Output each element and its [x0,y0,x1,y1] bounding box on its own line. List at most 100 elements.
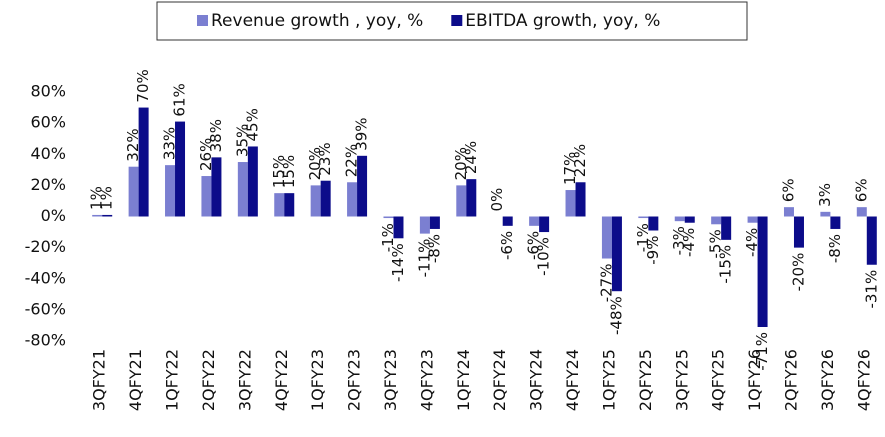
data-label: 45% [243,108,261,141]
bar [456,185,467,217]
y-tick-label: -20% [25,237,66,256]
bar [393,216,404,239]
bar [502,216,513,226]
y-tick-label: 0% [41,206,66,225]
data-label: -71% [753,332,771,371]
y-tick-label: -60% [25,299,66,318]
bar [820,211,831,217]
data-label: 1% [98,186,116,210]
bar [128,166,139,217]
bar [466,179,477,217]
data-label: -14% [389,243,407,282]
x-tick-label: 1QFY24 [454,349,473,411]
bar [175,121,186,217]
data-label: 38% [207,119,225,152]
x-tick-label: 4QFY25 [709,349,728,411]
bar [783,207,794,217]
bar [793,216,804,248]
x-tick-label: 3QFY22 [235,349,254,411]
x-tick-label: 2QFY22 [199,349,218,411]
bar [274,193,285,217]
bar [383,216,394,219]
bar [539,216,550,233]
bar [638,216,649,219]
data-label: -27% [597,264,615,303]
bar [856,207,867,217]
data-label: -31% [862,270,880,309]
bar [284,193,295,217]
x-tick-label: 2QFY24 [490,349,509,411]
bar [565,190,576,217]
bar [165,165,176,217]
data-label: 26% [197,138,215,171]
bar [674,216,685,222]
data-label: -3% [670,226,688,255]
x-tick-label: 2QFY25 [636,349,655,411]
data-label: -6% [525,231,543,260]
data-label: 1% [88,186,106,210]
data-label: -8% [425,234,443,263]
data-label: 70% [134,69,152,102]
bar [237,162,248,217]
data-label: 20% [452,147,470,180]
bar [711,216,722,225]
data-label: 15% [280,155,298,188]
data-label: -4% [743,228,761,257]
data-label: -6% [498,231,516,260]
bar [211,157,222,217]
bar [310,185,321,217]
x-tick-label: 1QFY25 [599,349,618,411]
bar [747,216,758,223]
data-label: -4% [680,228,698,257]
bar [575,182,586,217]
bar [138,107,149,217]
bar [601,216,612,259]
x-tick-label: 1QFY23 [308,349,327,411]
bar [347,182,358,217]
data-label: -20% [789,253,807,292]
data-label: 15% [270,155,288,188]
data-label: -10% [535,237,553,276]
bar [419,216,430,234]
x-tick-label: 4QFY23 [417,349,436,411]
data-label: 61% [171,83,189,116]
data-label: 6% [779,178,797,202]
data-label: 35% [233,124,251,157]
data-label: 22% [571,144,589,177]
x-tick-label: 1QFY22 [163,349,182,411]
bar [92,214,103,217]
data-label: -48% [607,296,625,335]
data-label: 22% [343,144,361,177]
y-tick-label: 20% [30,175,66,194]
bar [529,216,540,226]
data-label: -9% [644,236,662,265]
y-tick-label: 40% [30,144,66,163]
x-tick-label: 2QFY26 [781,349,800,411]
bar [201,176,212,217]
data-label: 23% [316,142,334,175]
bar [247,146,258,217]
data-label: -8% [826,234,844,263]
data-label: 0% [488,188,506,212]
bar [429,216,440,229]
data-label: -5% [707,229,725,258]
x-tick-label: 3QFY21 [90,349,109,411]
legend-label: EBITDA growth, yoy, % [465,11,660,31]
bar [757,216,768,327]
data-label: 39% [353,117,371,150]
x-tick-label: 3QFY23 [381,349,400,411]
data-label: -1% [379,223,397,252]
legend-swatch [451,15,463,26]
data-label: -1% [634,223,652,252]
y-tick-label: -80% [25,331,66,350]
data-label: 24% [462,141,480,174]
x-tick-label: 3QFY26 [818,349,837,411]
data-label: 32% [124,128,142,161]
data-label: -11% [415,239,433,278]
legend-label: Revenue growth , yoy, % [211,11,423,31]
bar [866,216,877,265]
bar [611,216,622,292]
bar [320,180,331,217]
x-tick-label: 3QFY25 [672,349,691,411]
bar [102,214,113,217]
